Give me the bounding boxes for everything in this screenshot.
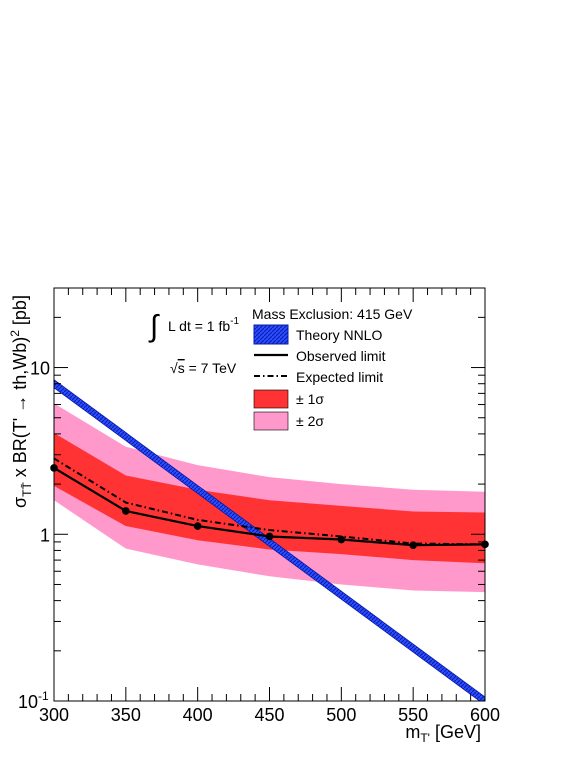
y-label-sup: 2 bbox=[8, 330, 22, 337]
legend-label-theory: Theory NNLO bbox=[296, 327, 382, 343]
observed-point bbox=[409, 541, 417, 549]
y-label-sub: TT̄ bbox=[20, 482, 34, 497]
y-label-unit: [pb] bbox=[10, 295, 30, 330]
y-label-sigma: σ bbox=[10, 497, 30, 508]
observed-point bbox=[193, 522, 202, 530]
y-tick-label: 10 bbox=[30, 359, 50, 379]
energy-text: = 7 TeV bbox=[185, 360, 237, 376]
uncertainty-bands bbox=[54, 403, 485, 593]
theory-band-group bbox=[54, 379, 485, 701]
legend-swatch-1sigma bbox=[253, 389, 289, 409]
observed-point bbox=[265, 532, 274, 541]
theory-nnlo-band bbox=[54, 379, 485, 701]
energy-radical: √ bbox=[170, 360, 178, 376]
legend-label-2sigma: ± 2σ bbox=[296, 413, 324, 429]
lumi-integral: ∫ bbox=[148, 310, 160, 343]
legend-label-1sigma: ± 1σ bbox=[296, 391, 324, 407]
band-1sigma bbox=[54, 433, 485, 564]
observed-points bbox=[50, 464, 489, 549]
legend-label-expected: Expected limit bbox=[296, 369, 383, 385]
y-tick-label: 10-1 bbox=[18, 689, 49, 712]
lumi-text: L dt = 1 fb bbox=[168, 318, 230, 334]
legend-label-observed: Observed limit bbox=[296, 348, 386, 364]
x-tick-label: 500 bbox=[326, 705, 356, 725]
observed-point bbox=[337, 535, 346, 544]
axis-ticks bbox=[53, 287, 486, 702]
y-tick-label-base: 10 bbox=[18, 692, 38, 712]
energy-s: s bbox=[178, 360, 185, 376]
x-label-unit: [GeV] bbox=[430, 722, 481, 742]
y-tick-label: 1 bbox=[40, 525, 50, 545]
expected-limit-line bbox=[53, 457, 486, 546]
legend-swatch-2sigma bbox=[253, 411, 289, 431]
lumi-annotation: L dt = 1 fb-1 bbox=[168, 316, 239, 334]
y-label-text: x BR(T' → th,Wb) bbox=[10, 337, 30, 482]
y-axis-label: σTT̄ x BR(T' → th,Wb)2 [pb] bbox=[8, 295, 34, 508]
legend: Mass Exclusion: 415 GeV Theory NNLO Obse… bbox=[252, 306, 413, 431]
x-tick-label: 300 bbox=[39, 705, 69, 725]
legend-title: Mass Exclusion: 415 GeV bbox=[252, 306, 413, 322]
energy-annotation: √s = 7 TeV bbox=[170, 360, 237, 376]
y-tick-label-sup: -1 bbox=[38, 689, 49, 703]
x-tick-label: 350 bbox=[111, 705, 141, 725]
x-tick-labels: 300 350 400 450 500 550 600 bbox=[39, 705, 500, 725]
x-tick-label: 450 bbox=[254, 705, 284, 725]
x-tick-label: 550 bbox=[398, 705, 428, 725]
x-label-main: m bbox=[405, 722, 420, 742]
observed-point bbox=[122, 507, 130, 515]
x-tick-label: 600 bbox=[470, 705, 500, 725]
lumi-sup: -1 bbox=[230, 316, 239, 327]
legend-swatch-theory bbox=[253, 324, 289, 345]
x-label-sub: T' bbox=[420, 731, 430, 745]
x-axis-label: mT' [GeV] bbox=[405, 722, 481, 745]
x-tick-label: 400 bbox=[183, 705, 213, 725]
